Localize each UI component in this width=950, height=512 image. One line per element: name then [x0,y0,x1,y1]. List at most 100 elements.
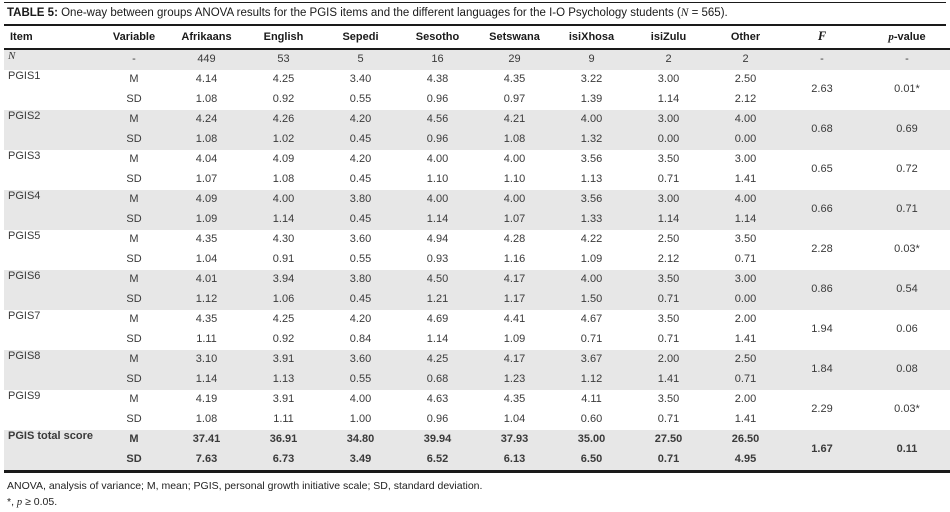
m-value-cell: 2.00 [630,350,707,370]
m-value-cell: 3.56 [580,153,603,166]
sd-value-cell: 1.41 [734,333,757,346]
m-value-cell: 27.50 [630,430,707,450]
m-value-cell: 3.00 [630,110,707,130]
sd-value-cell: 1.11 [273,413,294,426]
sd-value-cell: 0.71 [657,413,680,426]
table-row: SD 1.08 0.92 0.55 0.96 0.97 1.39 1.14 2.12 [4,90,950,110]
table-row: PGIS7 M 4.35 4.25 4.20 4.69 4.41 4.67 3.50 2.00 1.… [4,310,950,335]
table-row: PGIS4 M 4.09 4.00 3.80 4.00 4.00 3.56 3.00 4.00 0.… [4,190,950,230]
table-body: N -449 53 5 16 29 9 2 2- - PGIS1 M 4.14 4.25 3.40 4.38 4… [4,49,950,472]
variable-cell: M [129,393,139,406]
variable-cell: M [129,313,139,326]
m-value-cell: 2.00 [734,313,757,326]
n-value-cell: 53 [245,49,322,70]
table-row: SD 1.11 0.92 0.84 1.14 1.09 0.71 0.71 1.41 [4,330,950,350]
row-label-cell: PGIS4 [4,190,100,230]
sd-value-cell: 1.41 [734,413,757,426]
sd-value-cell: 1.14 [630,210,707,230]
sd-value-cell: 1.32 [553,130,630,150]
variable-cell: M [129,73,139,86]
m-value-cell: 3.60 [349,233,372,246]
table-row: SD 1.12 1.06 0.45 1.21 1.17 1.50 0.71 0.00 [4,290,950,310]
p-cell: 0.54 [860,270,950,310]
m-value-cell: 4.24 [168,110,245,130]
n-value-cell: 5 [322,49,399,70]
m-value-cell: 4.01 [168,270,245,290]
sd-value-cell: 1.14 [245,210,322,230]
row-label-cell: PGIS6 [4,270,100,310]
m-value-cell: 4.41 [503,313,526,326]
p-symbol: p [888,30,894,43]
m-value-cell: 4.00 [707,190,784,210]
m-value-cell: 4.00 [245,190,322,210]
sd-value-cell: 0.45 [322,130,399,150]
table-row: SD 1.08 1.02 0.45 0.96 1.08 1.32 0.00 0.00 [4,130,950,150]
variable-cell: M [129,233,139,246]
m-value-cell: 4.00 [503,153,526,166]
p-value-suffix: -value [893,30,926,43]
variable-cell: SD [126,413,142,426]
variable-cell: SD [100,210,168,230]
p-cell: 0.72 [896,163,918,176]
f-cell: 2.63 [811,83,833,96]
table-row: PGIS2 M 4.24 4.26 4.20 4.56 4.21 4.00 3.00 4.00 0.… [4,110,950,150]
m-value-cell: 4.28 [503,233,526,246]
m-value-cell: 3.56 [553,190,630,210]
m-value-cell: 4.35 [503,73,526,86]
m-value-cell: 3.10 [168,350,245,370]
p-cell: 0.08 [860,350,950,390]
p-cell: 0.03* [894,403,920,416]
row-label-cell: PGIS5 [8,230,41,242]
sd-value-cell: 1.14 [399,210,476,230]
sd-value-cell: 1.14 [426,333,449,346]
m-value-cell: 36.91 [245,430,322,450]
sd-value-cell: 1.07 [195,173,218,186]
sd-value-cell: 0.60 [580,413,603,426]
sd-value-cell: 1.10 [426,173,449,186]
sd-value-cell: 2.12 [657,253,680,266]
sd-value-cell: 1.39 [580,93,603,106]
n-symbol: N [680,7,689,19]
sd-value-cell: 1.21 [399,290,476,310]
table-row: SD 1.07 1.08 0.45 1.10 1.10 1.13 0.71 1.41 [4,170,950,190]
sd-value-cell: 1.41 [630,370,707,390]
sd-value-cell: 1.08 [272,173,295,186]
f-cell: 0.68 [784,110,860,150]
sd-value-cell: 1.00 [349,413,372,426]
variable-cell: M [100,270,168,290]
m-value-cell: 3.22 [580,73,603,86]
sd-value-cell: 0.96 [426,413,449,426]
m-value-cell: 4.35 [195,313,218,326]
row-label-cell: PGIS9 [8,390,41,402]
m-value-cell: 4.25 [399,350,476,370]
sd-value-cell: 1.02 [245,130,322,150]
footnote-threshold: ≥ 0.05. [22,496,58,509]
variable-cell: M [100,110,168,130]
table-footnotes: ANOVA, analysis of variance; M, mean; PG… [4,473,946,512]
m-value-cell: 4.26 [245,110,322,130]
f-cell: 1.67 [784,430,860,472]
sd-value-cell: 7.63 [168,450,245,472]
m-value-cell: 4.19 [195,393,218,406]
col-header-other: Other [707,26,784,50]
sd-value-cell: 6.50 [553,450,630,472]
m-value-cell: 35.00 [553,430,630,450]
m-value-cell: 4.20 [322,110,399,130]
sd-value-cell: 0.00 [707,130,784,150]
col-header-isixhosa: isiXhosa [553,26,630,50]
sd-value-cell: 1.50 [553,290,630,310]
m-value-cell: 4.09 [272,153,295,166]
sd-value-cell: 0.97 [503,93,526,106]
sd-value-cell: 3.49 [322,450,399,472]
col-header-afrikaans: Afrikaans [168,26,245,50]
m-value-cell: 4.11 [581,393,602,406]
sd-value-cell: 1.13 [580,173,603,186]
variable-cell: SD [100,370,168,390]
m-value-cell: 3.50 [734,233,757,246]
sd-value-cell: 1.14 [707,210,784,230]
sd-value-cell: 1.09 [503,333,526,346]
sd-value-cell: 6.52 [399,450,476,472]
col-header-f: F [784,26,860,50]
sd-value-cell: 1.07 [476,210,553,230]
m-value-cell: 3.80 [322,270,399,290]
